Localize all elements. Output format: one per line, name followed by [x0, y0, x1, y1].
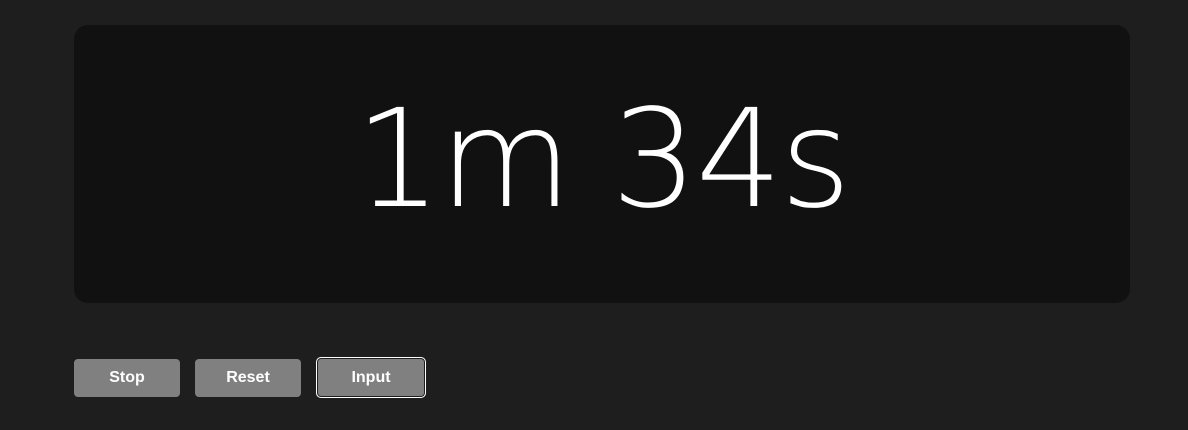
- timer-controls: Stop Reset Input: [74, 357, 426, 398]
- input-button[interactable]: Input: [316, 357, 426, 398]
- stop-button[interactable]: Stop: [74, 359, 180, 397]
- timer-panel: 1m 34s: [74, 25, 1130, 303]
- timer-display: 1m 34s: [354, 81, 851, 239]
- reset-button[interactable]: Reset: [195, 359, 301, 397]
